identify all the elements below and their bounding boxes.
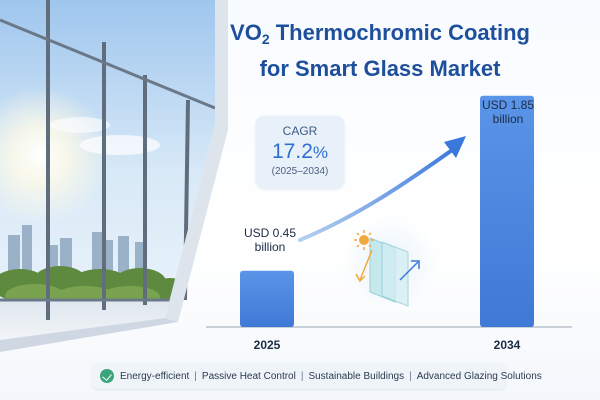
feature-sustainable-buildings: Sustainable Buildings: [308, 370, 405, 382]
cagr-number: 17.2: [272, 140, 313, 163]
x-tick-label-2025: 2025: [253, 338, 281, 352]
bar-value-label-2025: USD 0.45 billion: [235, 226, 305, 254]
cagr-unit: %: [312, 143, 328, 162]
feature-separator: |: [300, 370, 304, 382]
title-rest: Thermochromic Coating: [269, 20, 530, 45]
bar-value-line-2: billion: [254, 240, 286, 254]
bar-value-line-2: billion: [492, 112, 524, 126]
feature-strip: Energy-efficient | Passive Heat Control …: [92, 363, 542, 389]
feature-separator: |: [194, 370, 197, 382]
feature-passive-heat-control: Passive Heat Control: [201, 370, 296, 382]
x-tick-label-2034: 2034: [493, 338, 521, 352]
cagr-period: (2025–2034): [271, 166, 329, 177]
cagr-card: CAGR 17.2% (2025–2034): [256, 116, 344, 188]
bar-value-line-1: USD 0.45: [243, 226, 297, 240]
cagr-label: CAGR: [282, 124, 318, 138]
feature-energy-efficient: Energy-efficient: [120, 370, 190, 382]
leaf-check-icon: [100, 369, 114, 383]
bar-value-label-2034: USD 1.85 billion: [473, 98, 543, 126]
feature-advanced-glazing: Advanced Glazing Solutions: [416, 370, 542, 382]
title-subscript: 2: [261, 31, 270, 47]
bar-value-line-1: USD 1.85: [481, 98, 535, 112]
cagr-value: 17.2%: [256, 140, 344, 164]
title-line-2: for Smart Glass Market: [259, 56, 501, 81]
title-vo: VO: [230, 20, 262, 45]
chart-title: VO2 Thermochromic Coating for Smart Glas…: [190, 18, 570, 84]
feature-separator: |: [409, 370, 412, 382]
title-line-1: VO2 Thermochromic Coating: [190, 18, 570, 54]
